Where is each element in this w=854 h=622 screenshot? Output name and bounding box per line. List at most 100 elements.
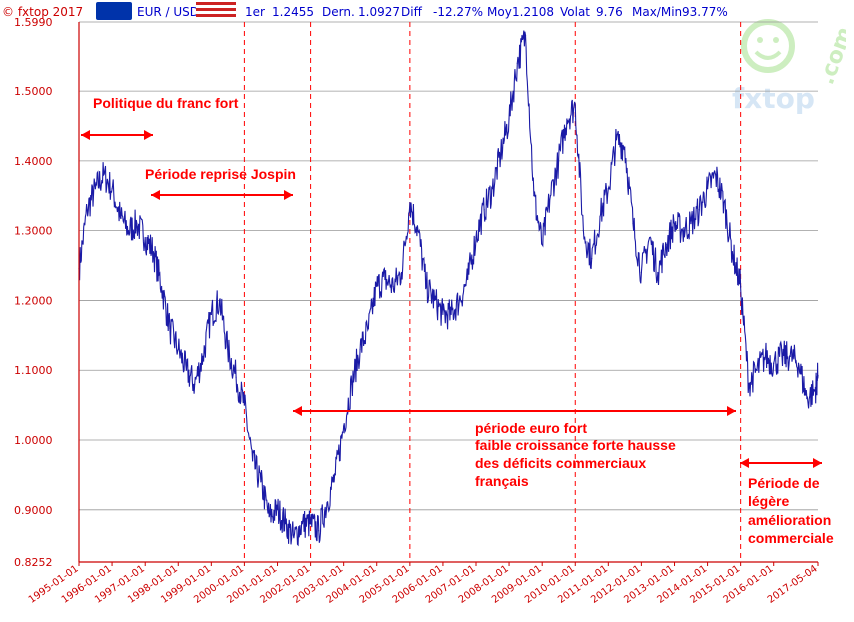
- data-point-8: [144, 237, 146, 239]
- data-point-64: [607, 188, 609, 190]
- data-point-44: [442, 313, 444, 316]
- data-point-21: [252, 460, 254, 462]
- data-point-74: [690, 223, 692, 225]
- maxmin-label: Max/Min: [632, 5, 683, 19]
- annotation-amelioration: amélioration: [748, 512, 831, 528]
- data-point-36: [376, 285, 378, 288]
- data-point-56: [541, 244, 543, 246]
- data-point-51: [500, 153, 502, 155]
- y-tick-label-4: 1.2000: [14, 294, 53, 307]
- data-point-43: [433, 299, 436, 302]
- data-point-31: [334, 474, 336, 476]
- data-point-23: [268, 516, 270, 518]
- arrow-jospin-head-left: [151, 190, 160, 200]
- data-point-73: [682, 230, 684, 232]
- data-point-38: [392, 285, 394, 288]
- logo-text: fxtop: [732, 82, 815, 115]
- data-point-72: [673, 223, 676, 225]
- data-point-79: [731, 250, 733, 253]
- data-point-54: [524, 34, 527, 36]
- data-point-2: [94, 188, 96, 190]
- y-tick-label-0: 0.8252: [14, 556, 53, 569]
- data-point-42: [425, 285, 427, 288]
- data-point-29: [318, 530, 320, 532]
- data-point-13: [185, 369, 188, 371]
- avg-label: Moy: [487, 5, 512, 19]
- annotation-jospin: Période reprise Jospin: [145, 166, 296, 182]
- data-point-3: [103, 174, 105, 176]
- data-point-14: [194, 383, 196, 385]
- data-point-18: [227, 348, 229, 350]
- data-point-6: [127, 230, 130, 232]
- data-point-75: [698, 209, 700, 211]
- data-point-90: [817, 374, 819, 376]
- data-point-88: [806, 397, 808, 399]
- data-point-48: [475, 237, 477, 239]
- data-point-26: [293, 537, 295, 539]
- y-tick-label-7: 1.5000: [14, 85, 53, 98]
- diff-label: Diff: [401, 5, 422, 19]
- data-point-47: [467, 278, 469, 281]
- data-point-17: [218, 299, 221, 302]
- annotation-euro-fort: période euro fort: [475, 420, 587, 436]
- data-point-34: [359, 348, 361, 350]
- annotation-franc-fort: Politique du franc fort: [93, 95, 239, 111]
- data-point-83: [764, 355, 766, 357]
- data-point-37: [384, 278, 386, 281]
- avg-value: 1.2108: [512, 5, 554, 19]
- data-point-11: [169, 327, 171, 329]
- x-tick-label-22: 2017-05-04: [766, 563, 820, 605]
- data-point-60: [574, 104, 576, 106]
- annotation-deficits: des déficits commerciaux: [475, 455, 646, 471]
- vol-value: 9.76: [596, 5, 623, 19]
- first-value: 1.2455: [272, 5, 314, 19]
- data-point-85: [781, 355, 783, 357]
- y-tick-label-1: 0.9000: [14, 504, 53, 517]
- data-point-20: [243, 404, 245, 406]
- data-point-50: [491, 188, 493, 190]
- data-point-10: [161, 285, 163, 288]
- data-point-33: [351, 383, 353, 385]
- arrow-franc-fort-head-right: [144, 130, 153, 140]
- data-point-66: [624, 146, 626, 148]
- data-point-40: [409, 202, 411, 204]
- arrow-jospin-head-right: [284, 190, 293, 200]
- data-point-28: [309, 523, 312, 525]
- y-tick-label-3: 1.1000: [14, 364, 53, 377]
- data-point-7: [136, 223, 138, 225]
- y-tick-labels: 0.8252 0.9000 1.0000 1.1000 1.2000 1.3000 1.40…: [14, 16, 53, 569]
- maxmin-value: 93.77%: [682, 5, 728, 19]
- last-label: Dern.: [322, 5, 355, 19]
- data-point-1: [86, 209, 88, 211]
- data-point-41: [417, 230, 419, 232]
- data-point-82: [756, 369, 758, 371]
- data-point-46: [458, 299, 460, 302]
- data-point-24: [276, 509, 279, 511]
- data-point-63: [599, 216, 601, 218]
- arrow-euro-fort-head-right: [727, 406, 736, 416]
- data-point-86: [789, 355, 791, 357]
- data-point-84: [773, 362, 775, 364]
- data-point-27: [301, 523, 303, 525]
- diff-value: -12.27%: [433, 5, 484, 19]
- annotation-periode-de: Période de: [748, 475, 820, 491]
- us-flag-icon: [196, 2, 236, 20]
- data-point-77: [715, 174, 717, 176]
- data-point-58: [557, 160, 560, 162]
- data-point-71: [665, 244, 667, 246]
- data-point-69: [649, 237, 651, 239]
- data-point-80: [740, 285, 742, 288]
- data-point-39: [400, 271, 403, 274]
- data-point-12: [177, 348, 179, 350]
- y-tick-label-2: 1.0000: [14, 434, 53, 447]
- data-point-59: [566, 118, 568, 120]
- data-point-68: [640, 271, 642, 274]
- plot-series: [78, 30, 819, 547]
- y-tick-label-8: 1.5990: [14, 16, 53, 29]
- annotation-legere: légère: [748, 493, 789, 509]
- last-value: 1.0927: [358, 5, 400, 19]
- data-point-5: [119, 216, 121, 218]
- currency-pair: EUR / USD: [137, 5, 200, 19]
- y-tick-label-5: 1.3000: [14, 225, 53, 238]
